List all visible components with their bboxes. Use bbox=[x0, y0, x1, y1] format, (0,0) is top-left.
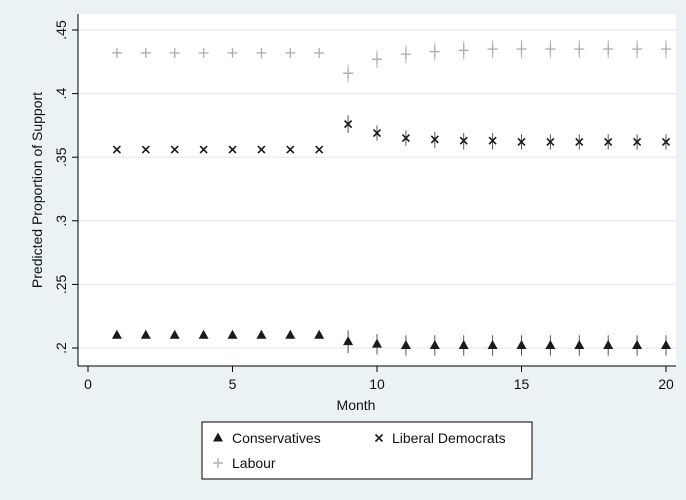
labour-marker bbox=[603, 44, 614, 55]
conservatives-marker bbox=[227, 329, 238, 339]
conservatives-marker bbox=[169, 329, 180, 339]
conservatives-marker bbox=[487, 339, 498, 349]
labour-marker bbox=[285, 47, 296, 58]
labour-marker bbox=[372, 54, 382, 65]
liberal-democrats-marker bbox=[344, 120, 353, 129]
liberal-democrats-marker bbox=[459, 136, 468, 145]
conservatives-marker bbox=[372, 338, 382, 348]
liberal-democrats-marker bbox=[372, 128, 382, 138]
labour-marker bbox=[169, 47, 180, 58]
x-axis-ticks: 0 5 10 15 20 bbox=[84, 366, 674, 392]
y-tick-label: .3 bbox=[53, 215, 69, 227]
legend-conservatives-marker bbox=[213, 432, 223, 442]
y-axis-ticks: .2 .25 .3 .35 .4 .45 bbox=[53, 20, 78, 354]
liberal-democrats-marker bbox=[286, 145, 295, 154]
y-tick-label: .2 bbox=[53, 342, 69, 354]
y-axis-title: Predicted Proportion of Support bbox=[29, 92, 45, 288]
conservatives-marker bbox=[314, 329, 325, 339]
labour-marker bbox=[400, 49, 411, 60]
liberal-democrats-marker bbox=[228, 145, 237, 154]
labour-marker bbox=[111, 47, 122, 58]
conservatives-marker bbox=[574, 339, 585, 349]
labour-marker bbox=[429, 46, 440, 57]
conservatives-marker bbox=[429, 339, 440, 349]
liberal-democrats-marker bbox=[575, 137, 584, 147]
y-tick-label: .35 bbox=[53, 147, 69, 167]
y-tick-label: .4 bbox=[53, 88, 69, 100]
x-tick-label: 5 bbox=[229, 376, 237, 392]
liberal-democrats-marker bbox=[633, 137, 642, 147]
conservatives-marker bbox=[256, 329, 267, 339]
labour-marker bbox=[516, 44, 527, 55]
x-axis-title: Month bbox=[337, 397, 376, 413]
labour-marker bbox=[140, 47, 151, 58]
legend-box bbox=[201, 421, 533, 480]
legend-liberal-democrats-label: Liberal Democrats bbox=[392, 430, 506, 446]
conservatives-marker bbox=[516, 339, 527, 349]
legend-conservatives-label: Conservatives bbox=[232, 430, 321, 446]
conservatives-marker bbox=[400, 339, 411, 349]
liberal-democrats-marker bbox=[112, 145, 121, 154]
legend: Conservatives Liberal Democrats Labour bbox=[201, 421, 533, 480]
labour-marker bbox=[574, 44, 585, 55]
conservatives-marker bbox=[343, 336, 354, 346]
labour-marker bbox=[661, 44, 671, 55]
liberal-democrats-marker bbox=[604, 137, 613, 147]
x-tick-label: 20 bbox=[658, 376, 674, 392]
legend-liberal-democrats-marker bbox=[374, 433, 384, 443]
liberal-democrats-marker bbox=[170, 145, 179, 154]
conservatives-marker bbox=[140, 329, 151, 339]
conservatives-marker bbox=[661, 339, 671, 349]
labour-marker bbox=[632, 44, 643, 55]
conservatives-marker bbox=[198, 329, 209, 339]
x-tick-label: 0 bbox=[84, 376, 92, 392]
conservatives-marker bbox=[603, 339, 614, 349]
conservatives-marker bbox=[285, 329, 296, 339]
liberal-democrats-marker bbox=[488, 136, 497, 145]
liberal-democrats-marker bbox=[546, 137, 555, 147]
legend-labour-marker bbox=[213, 458, 223, 468]
liberal-democrats-marker bbox=[257, 145, 266, 154]
labour-marker bbox=[343, 68, 354, 79]
liberal-democrats-marker bbox=[661, 137, 671, 147]
x-tick-label: 15 bbox=[514, 376, 530, 392]
conservatives-marker bbox=[458, 339, 469, 349]
labour-marker bbox=[487, 44, 498, 55]
labour-marker bbox=[458, 45, 469, 56]
labour-marker bbox=[545, 44, 556, 55]
labour-marker bbox=[314, 47, 325, 58]
liberal-democrats-marker bbox=[315, 145, 324, 154]
liberal-democrats-marker bbox=[517, 137, 526, 147]
labour-marker bbox=[227, 47, 238, 58]
y-tick-label: .25 bbox=[53, 274, 69, 294]
conservatives-marker bbox=[632, 339, 643, 349]
data-markers bbox=[111, 44, 671, 349]
labour-marker bbox=[256, 47, 267, 58]
conservatives-marker bbox=[545, 339, 556, 349]
plot-region bbox=[78, 14, 676, 366]
liberal-democrats-marker bbox=[401, 134, 410, 143]
labour-marker bbox=[198, 47, 209, 58]
conservatives-marker bbox=[111, 329, 122, 339]
liberal-democrats-marker bbox=[199, 145, 208, 154]
liberal-democrats-marker bbox=[430, 135, 439, 144]
legend-labour-label: Labour bbox=[232, 455, 276, 471]
x-tick-label: 10 bbox=[369, 376, 385, 392]
liberal-democrats-marker bbox=[141, 145, 150, 154]
y-tick-label: .45 bbox=[53, 20, 69, 40]
